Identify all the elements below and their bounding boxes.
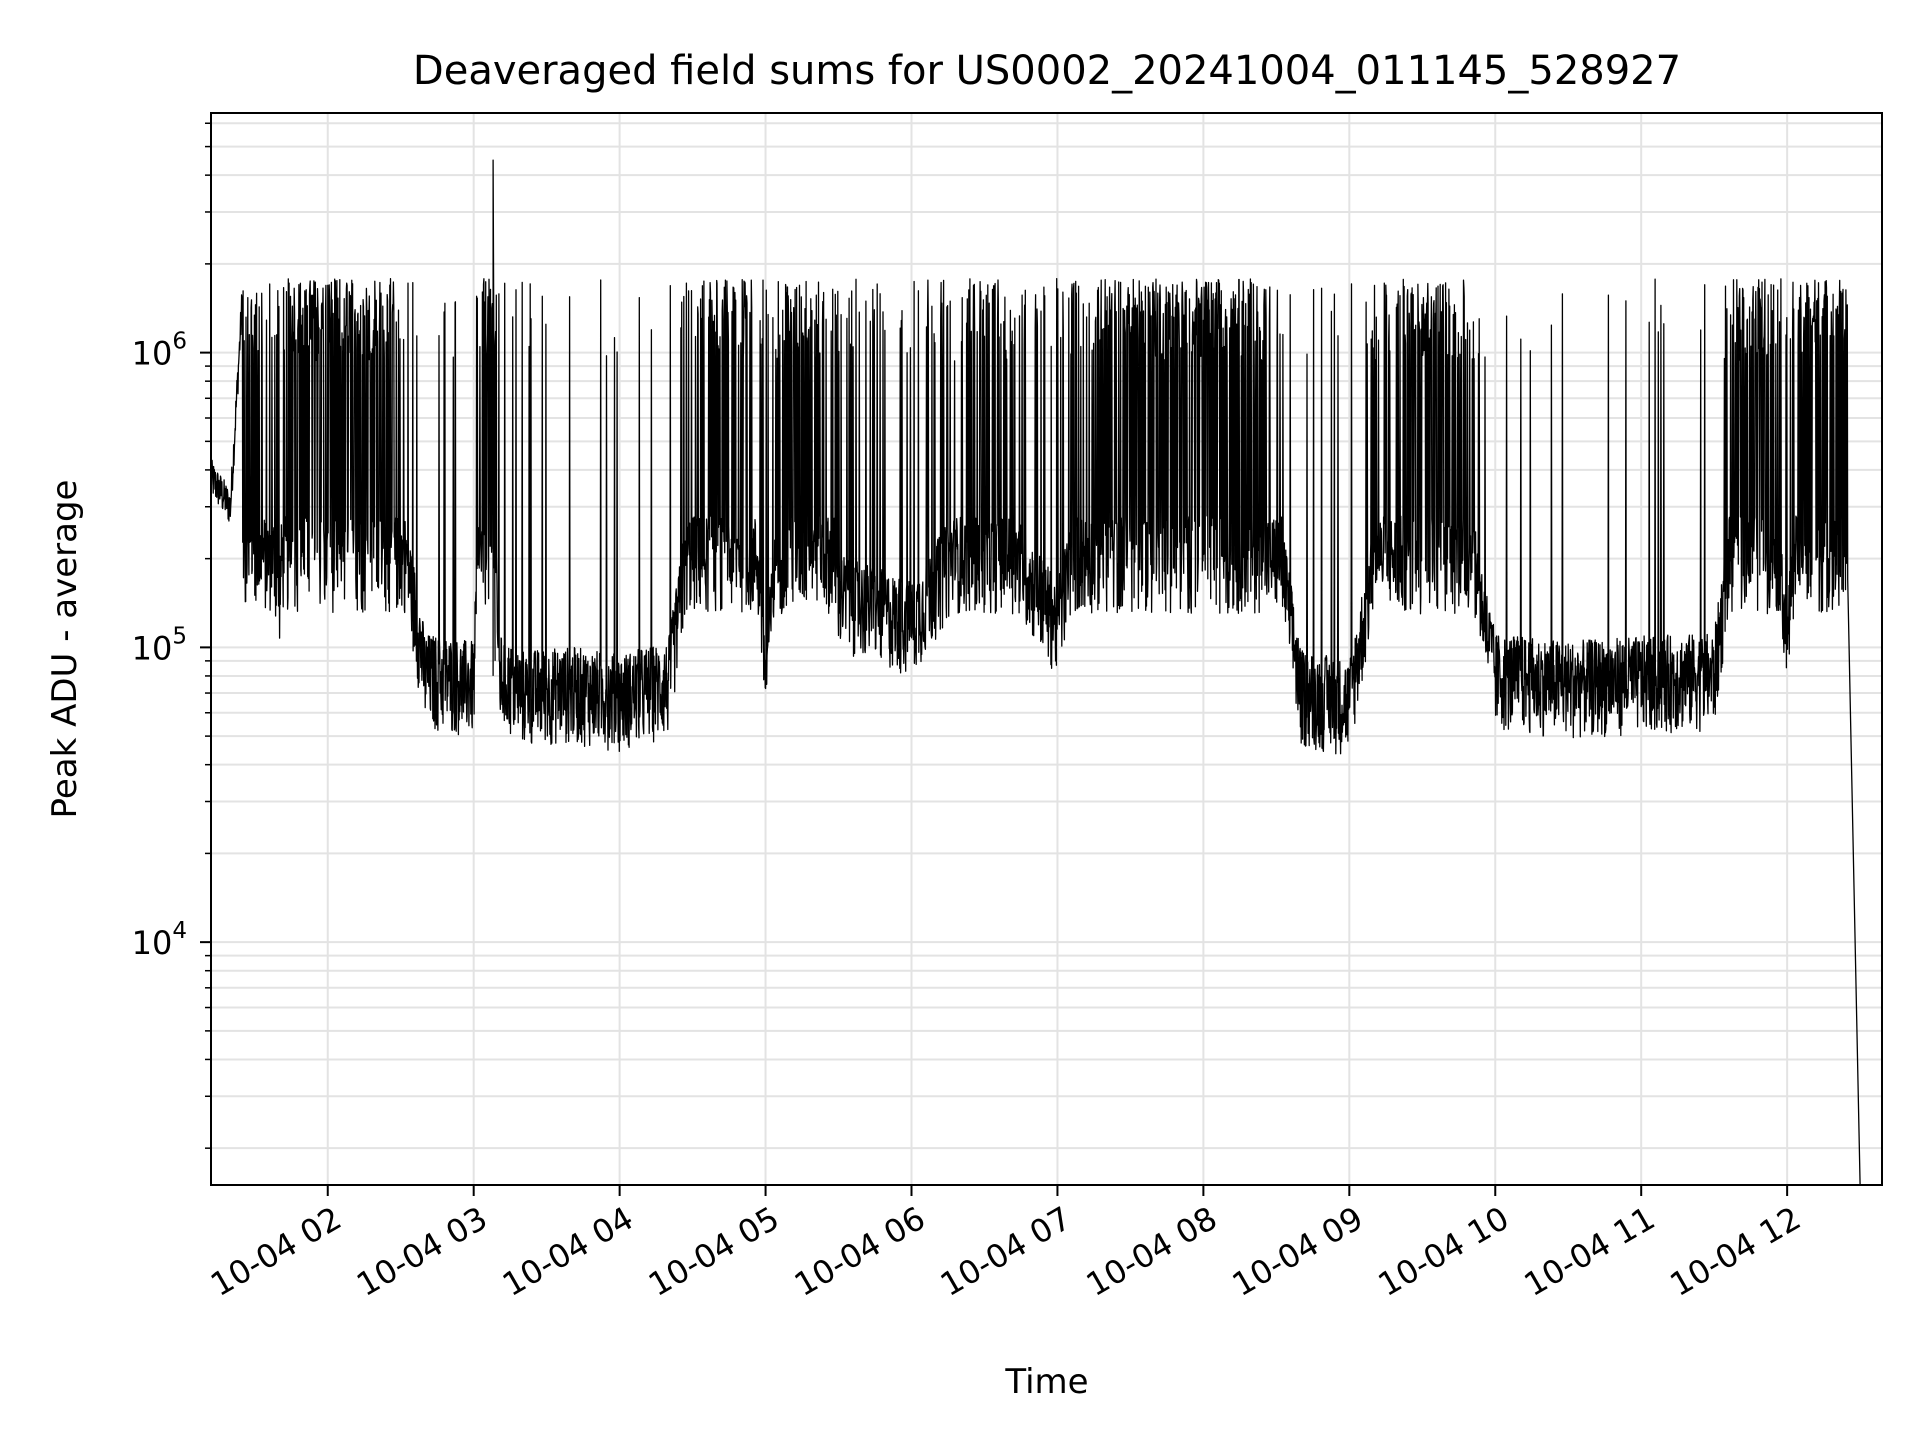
y-axis-label: Peak ADU - average <box>45 480 85 819</box>
chart-title: Deaveraged field sums for US0002_2024100… <box>413 48 1681 94</box>
plot-area <box>210 159 1861 1186</box>
grid-lines <box>211 113 1882 1185</box>
y-tick-label: 104 <box>132 918 187 962</box>
x-axis-label: Time <box>1004 1362 1088 1402</box>
plot-frame <box>210 112 1883 1186</box>
series-line <box>210 159 1861 1186</box>
